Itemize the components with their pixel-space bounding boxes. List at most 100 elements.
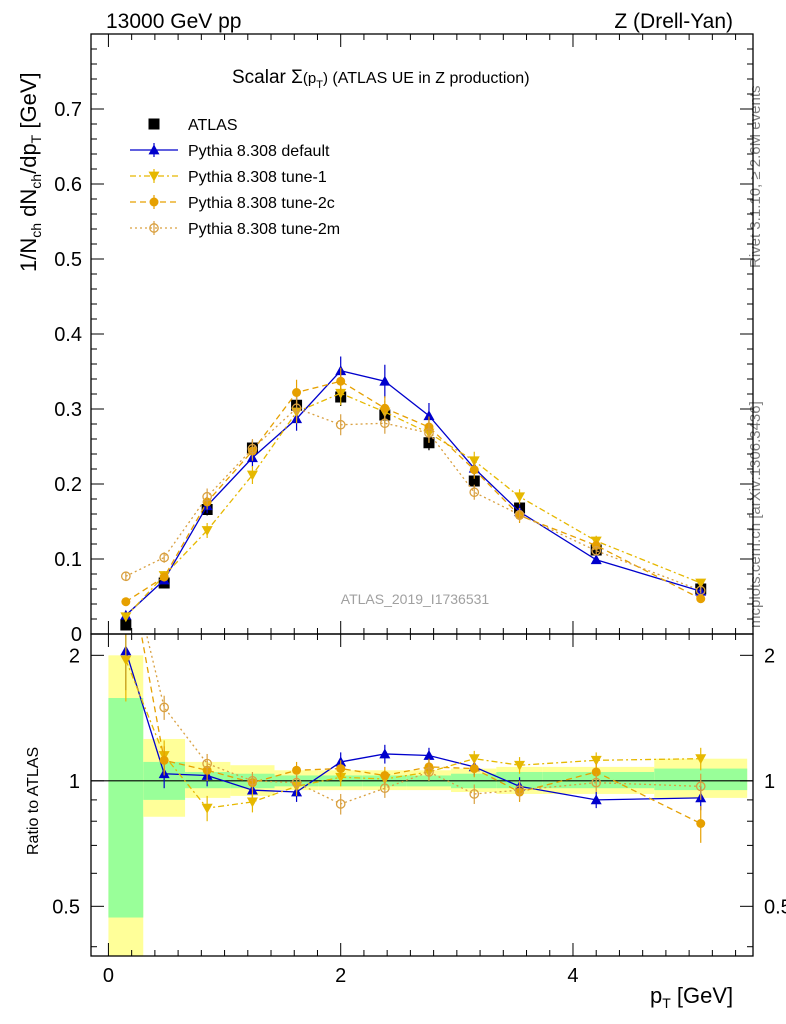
ratio-point-3-2 <box>202 758 212 769</box>
upper-point-4-4 <box>291 403 302 414</box>
ratio-point-3-11 <box>695 781 706 792</box>
legend-label-1: Pythia 8.308 default <box>188 143 330 160</box>
upper-point-4-1 <box>159 552 170 563</box>
upper-ytick-label: 0.1 <box>54 549 82 571</box>
title-sigma: Σ <box>291 67 303 88</box>
ratio-point-2-1 <box>159 755 169 765</box>
ratio-band-inner-10 <box>542 771 655 789</box>
upper-ytick-label: 0.5 <box>54 249 82 271</box>
upper-point-4-10 <box>591 545 602 556</box>
ratio-point-1-3 <box>246 797 258 808</box>
ratio-point-3-9 <box>514 785 525 795</box>
upper-ytick-label: 0.2 <box>54 474 82 496</box>
upper-point-2-9 <box>514 492 526 503</box>
legend-marker-4 <box>149 223 159 233</box>
upper-point-3-4 <box>292 388 302 397</box>
upper-line-3 <box>125 380 702 603</box>
lower-ytick-label-left: 2 <box>69 645 80 667</box>
upper-point-0-8 <box>468 475 480 487</box>
ratio-point-3-7 <box>424 767 434 777</box>
ratio-point-3-3 <box>247 775 258 786</box>
upper-point-3-8 <box>469 465 479 475</box>
legend-label-4: Pythia 8.308 tune-2m <box>188 221 340 238</box>
ratio-point-3-1 <box>159 702 170 713</box>
ratio-band-inner-0 <box>108 698 144 918</box>
title-prefix: Scalar <box>232 67 291 88</box>
title-args: (p <box>303 70 316 87</box>
lower-ratio-bands <box>91 655 753 956</box>
plot-title: Scalar Σ(pT) (ATLAS UE in Z production) <box>232 67 530 91</box>
upper-ytick-label: 0.4 <box>54 324 82 346</box>
title-sub: T <box>316 79 323 91</box>
upper-point-4-11 <box>695 585 706 596</box>
upper-point-2-0 <box>120 612 132 623</box>
upper-point-2-2 <box>201 526 213 536</box>
ratio-point-1-11 <box>695 754 707 765</box>
title-close: ) <box>323 70 328 87</box>
ratio-point-0-6 <box>379 748 391 759</box>
ratio-line-1 <box>125 659 701 809</box>
upper-point-3-11 <box>696 594 706 604</box>
xtick-label: 0 <box>103 965 114 987</box>
xlabel: pT [GeV] <box>650 983 733 1011</box>
ratio-point-2-11 <box>696 818 706 828</box>
upper-point-2-11 <box>695 578 707 589</box>
legend: ATLAS Pythia 8.308 default Pythia 8.308 tu… <box>130 117 340 238</box>
ratio-point-1-5 <box>335 772 347 783</box>
upper-point-3-5 <box>336 376 346 386</box>
upper-ytick-label: 0.6 <box>54 174 82 196</box>
ratio-point-2-8 <box>469 764 479 774</box>
lower-ytick-label-right: 2 <box>764 645 775 667</box>
upper-line-4 <box>125 407 701 592</box>
ratio-point-3-4 <box>291 777 302 788</box>
ratio-point-3-0 <box>122 545 130 553</box>
lower-frame <box>90 633 754 957</box>
legend-label-3: Pythia 8.308 tune-2c <box>188 195 335 212</box>
ratio-point-2-10 <box>591 767 601 777</box>
ratio-point-2-6 <box>380 770 390 780</box>
ratio-point-0-10 <box>590 794 602 805</box>
upper-point-1-10 <box>590 554 602 565</box>
ratio-point-2-0 <box>121 544 130 553</box>
upper-line-1 <box>125 370 701 616</box>
legend-marker-0 <box>148 118 160 130</box>
lower-ytick-label-right: 1 <box>764 771 775 793</box>
header-collision: 13000 GeV pp <box>106 10 241 33</box>
upper-point-4-3 <box>247 443 258 454</box>
xtick-label: 2 <box>335 965 346 987</box>
lower-ytick-label-left: 1 <box>69 771 80 793</box>
upper-point-3-6 <box>380 403 390 413</box>
upper-point-4-2 <box>202 491 212 502</box>
upper-plot <box>120 356 707 631</box>
upper-ytick-label: 0.3 <box>54 399 82 421</box>
ratio-point-1-9 <box>514 760 526 771</box>
upper-point-3-0 <box>121 597 131 607</box>
analysis-watermark: ATLAS_2019_I1736531 <box>341 591 490 607</box>
ratio-point-3-10 <box>591 777 602 788</box>
upper-ytick-label: 0 <box>71 624 82 646</box>
rivet-label: Rivet 3.1.10, ≥ 2.6M events <box>747 86 764 269</box>
ratio-point-3-6 <box>379 783 390 794</box>
ratio-point-2-5 <box>336 764 346 774</box>
upper-point-4-9 <box>514 509 525 520</box>
ratio-point-1-2 <box>201 803 213 814</box>
lower-ylabel: Ratio to ATLAS <box>25 747 42 855</box>
ratio-point-2-4 <box>292 765 302 775</box>
legend-marker-2 <box>148 171 160 182</box>
upper-point-0-0 <box>120 619 132 631</box>
ratio-point-1-8 <box>468 754 480 765</box>
upper-point-4-0 <box>120 571 131 582</box>
upper-point-1-6 <box>379 375 391 386</box>
upper-ylabel: 1/Nch dNch/dpT [GeV] <box>16 72 44 272</box>
ratio-point-0-7 <box>423 750 435 760</box>
legend-label-0: ATLAS <box>188 117 238 134</box>
upper-ytick-label: 0.7 <box>54 99 82 121</box>
upper-point-4-8 <box>469 487 480 498</box>
ratio-point-1-10 <box>590 755 602 766</box>
lower-ytick-label-right: 0.5 <box>764 896 786 918</box>
header-process: Z (Drell-Yan) <box>614 10 733 33</box>
xtick-label: 4 <box>567 965 578 987</box>
upper-point-1-7 <box>423 410 435 421</box>
